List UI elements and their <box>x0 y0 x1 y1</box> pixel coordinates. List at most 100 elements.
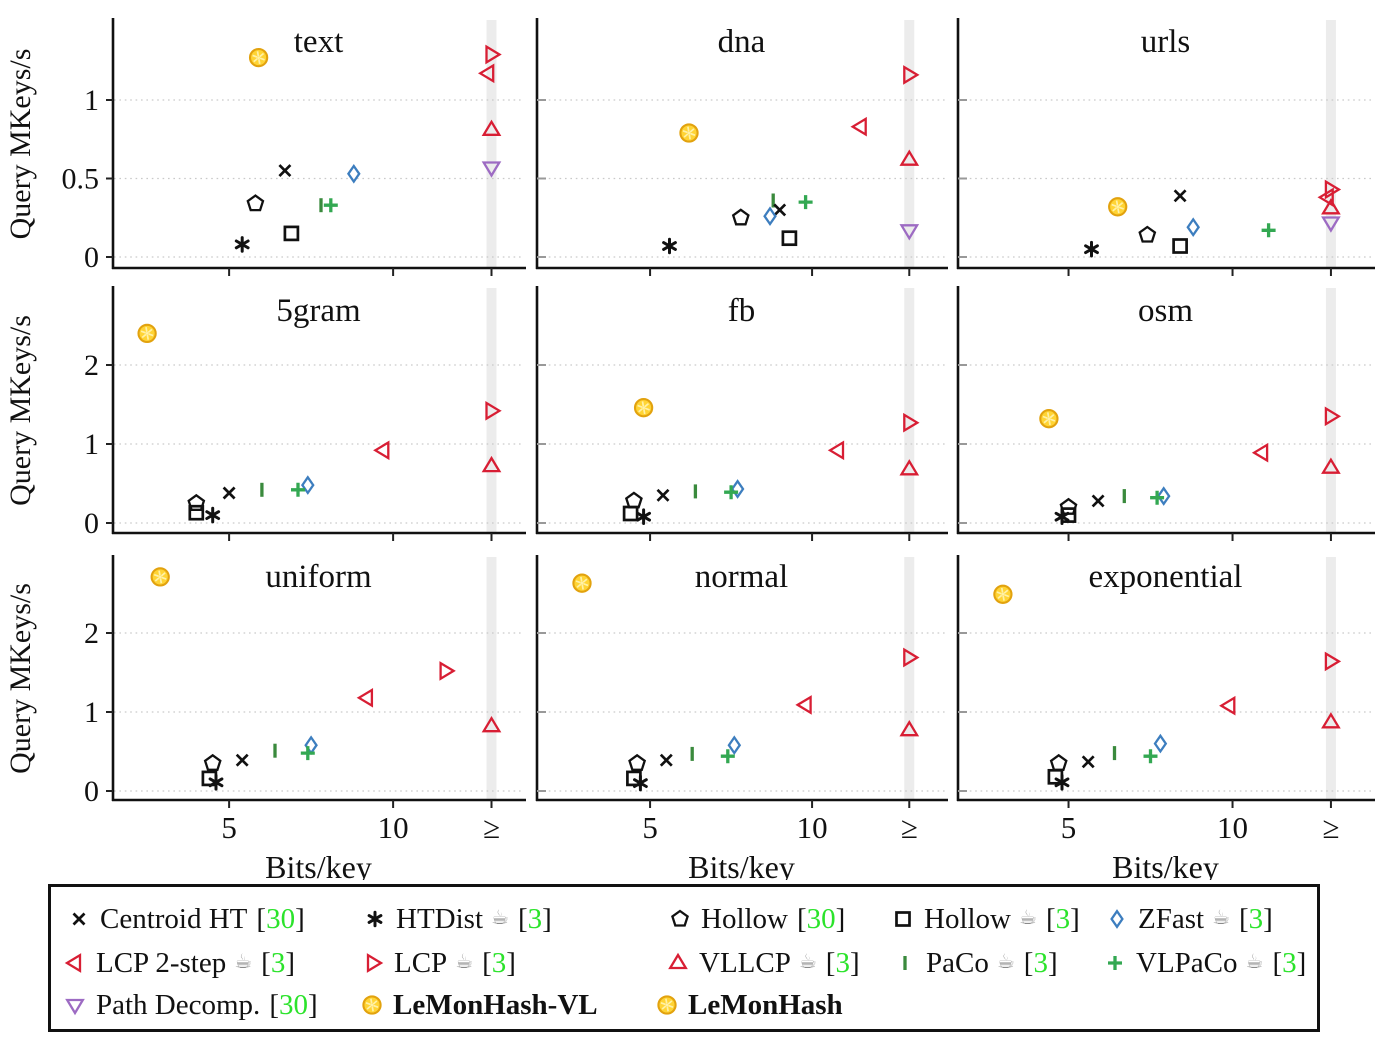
marker-vlpaco <box>323 198 338 213</box>
y-tick-label: 0 <box>84 507 99 540</box>
y-axis-label: Query MKeys/s <box>4 315 37 506</box>
marker-centroid <box>1081 755 1095 769</box>
marker-zfast <box>301 475 315 495</box>
panel-fb: fb <box>535 286 948 541</box>
panel-title: dna <box>718 24 766 60</box>
citation: [3] <box>482 947 516 980</box>
y-tick-label: 0 <box>84 775 99 808</box>
lemon-icon <box>362 995 382 1015</box>
marker-lcp2 <box>477 63 495 84</box>
panel-title: 5gram <box>276 293 361 329</box>
x-tick-label: 10 <box>1217 810 1248 845</box>
marker-lemon <box>137 323 157 344</box>
citation-number: 3 <box>1282 946 1297 979</box>
citation-number: 3 <box>1033 946 1048 979</box>
marker-lemon <box>993 584 1013 604</box>
marker-hollow3 <box>188 504 205 521</box>
marker-lcp2 <box>827 440 845 461</box>
marker-zfast <box>1153 733 1168 754</box>
marker-lemon <box>1039 409 1059 429</box>
citation: [30] <box>797 903 845 936</box>
marker-lcp <box>903 65 920 85</box>
marker-lcp <box>1324 651 1342 672</box>
bracket: [ <box>482 946 492 979</box>
marker-hollow30 <box>246 194 265 212</box>
marker-centroid <box>222 486 236 500</box>
legend-label: Path Decomp. <box>96 988 261 1021</box>
citation: [30] <box>269 989 317 1022</box>
legend: Centroid HT [30] HTDist ☕ [3] Hollow [30] Hollo… <box>48 884 1320 1032</box>
legend-item-lcp2: LCP 2-step ☕ [3] <box>63 945 295 981</box>
marker-zfast <box>1186 217 1200 238</box>
marker-lcp <box>1324 406 1342 427</box>
plus-icon <box>1108 956 1122 970</box>
marker-hollow30 <box>628 753 647 771</box>
bracket: ] <box>1070 902 1080 935</box>
marker-htdist <box>662 237 677 255</box>
marker-hollow3 <box>622 505 639 522</box>
x-axis-label: Bits/key <box>265 849 372 880</box>
marker-zfast <box>763 206 777 227</box>
legend-item-lemon: LeMonHash <box>655 987 843 1023</box>
marker-vlpaco <box>291 482 305 497</box>
marker-lcp <box>903 647 920 668</box>
marker-htdist <box>1054 508 1070 525</box>
bar-icon <box>903 956 907 970</box>
panel-exponential: 5 10 ≥ Bits/key exponential <box>956 555 1375 880</box>
panel-title: urls <box>1141 24 1191 60</box>
bracket: ] <box>1296 946 1307 979</box>
y-tick-label: 1 <box>84 696 99 729</box>
marker-hollow3 <box>1172 238 1188 254</box>
legend-label: LeMonHash <box>688 988 843 1021</box>
bracket: ] <box>307 988 318 1021</box>
panel-urls: urls <box>956 18 1375 276</box>
y-tick-label: 1 <box>84 84 99 117</box>
bracket: [ <box>1023 946 1034 979</box>
marker-lcp <box>485 44 502 65</box>
marker-vlpaco <box>724 485 739 500</box>
marker-vlpaco <box>300 746 315 761</box>
x-tick-label: ≥ <box>483 810 500 845</box>
marker-lemon <box>633 398 654 418</box>
legend-label: LeMonHash-VL <box>393 988 598 1021</box>
legend-label: LCP 2-step <box>96 946 227 979</box>
citation-number: 3 <box>1055 902 1071 935</box>
y-tick-label: 1 <box>84 428 99 461</box>
marker-hollow30 <box>1138 225 1157 243</box>
citation-number: 3 <box>1248 902 1264 935</box>
diamond-icon <box>1110 909 1124 929</box>
bracket: [ <box>517 902 528 935</box>
marker-lemonvl <box>248 47 269 68</box>
citation: [3] <box>826 947 860 980</box>
bracket: ] <box>849 946 860 979</box>
cap-band <box>1325 557 1336 800</box>
tri-up-icon <box>668 952 688 970</box>
legend-item-hollow30: Hollow [30] <box>668 901 845 937</box>
legend-label: VLLCP <box>699 946 791 979</box>
asterisk-icon <box>367 910 383 928</box>
legend-label: Hollow <box>701 902 788 935</box>
marker-lcp <box>439 661 456 681</box>
cap-band <box>486 557 497 800</box>
marker-centroid <box>1173 189 1187 203</box>
x-axis-label: Bits/key <box>688 849 795 880</box>
marker-vllcp <box>899 719 920 737</box>
x-axis-label: Bits/key <box>1112 849 1219 880</box>
marker-vllcp <box>899 459 920 476</box>
marker-pathdecomp <box>899 224 920 241</box>
marker-vllcp <box>481 715 502 733</box>
marker-vllcp <box>1321 457 1341 474</box>
panel-dna: dna <box>535 18 948 276</box>
marker-lcp2 <box>1317 187 1334 208</box>
citation: [3] <box>261 947 295 980</box>
marker-lcp2 <box>356 687 374 708</box>
marker-pathdecomp <box>481 161 502 178</box>
coffee-icon: ☕ <box>1245 949 1264 973</box>
panel-title: normal <box>695 559 788 595</box>
marker-zfast <box>1156 486 1171 506</box>
tri-left-icon <box>64 953 82 973</box>
legend-label: ZFast <box>1138 902 1205 935</box>
marker-hollow30 <box>1049 753 1068 771</box>
marker-vlpaco <box>798 195 813 210</box>
